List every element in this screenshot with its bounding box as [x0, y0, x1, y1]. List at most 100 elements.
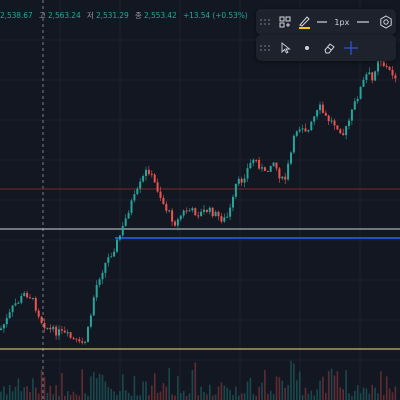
volume-bar	[238, 395, 240, 400]
volume-bar	[122, 374, 124, 400]
candle-body	[330, 120, 333, 122]
volume-bar	[348, 393, 350, 400]
volume-bar	[165, 386, 168, 400]
candle-body	[281, 176, 284, 179]
volume-bar	[127, 392, 130, 400]
crosshair-icon[interactable]	[340, 37, 362, 59]
volume-bar	[188, 393, 191, 400]
volume-bar	[64, 395, 66, 400]
dot-icon[interactable]	[296, 37, 318, 59]
volume-bar	[325, 392, 327, 400]
candle-body	[110, 256, 113, 258]
candle-body	[191, 208, 194, 211]
candle-body	[310, 121, 313, 131]
volume-bar	[287, 385, 289, 400]
candle-body	[0, 328, 2, 330]
volume-bar	[52, 394, 54, 400]
candle-body	[261, 167, 263, 169]
volume-bar	[174, 395, 176, 400]
more-options-icon[interactable]	[351, 11, 376, 33]
candle-body	[348, 120, 350, 127]
high-label: 고	[38, 11, 46, 20]
candle-body	[287, 163, 290, 180]
candle-body	[104, 262, 107, 273]
volume-bar	[177, 375, 179, 400]
candle-body	[69, 332, 72, 338]
drag-handle[interactable]	[260, 41, 272, 55]
drag-handle[interactable]	[260, 15, 271, 29]
candle-body	[263, 167, 266, 171]
candle-body	[295, 131, 298, 136]
volume-bar	[197, 395, 199, 400]
volume-bar	[66, 391, 69, 400]
candle-body	[255, 159, 258, 161]
volume-bar	[6, 394, 8, 400]
volume-bar	[290, 360, 292, 400]
candle-body	[113, 251, 116, 257]
volume-bar	[8, 385, 11, 400]
candle-body	[316, 110, 319, 117]
volume-bar	[107, 387, 110, 400]
open-value: 2,538.67	[0, 11, 33, 20]
candle-body	[37, 310, 40, 317]
volume-bar	[49, 385, 52, 400]
candle-body	[374, 71, 377, 81]
candle-body	[304, 128, 307, 132]
volume-bar	[240, 393, 243, 400]
volume-bar	[354, 390, 356, 400]
candle-body	[342, 133, 345, 136]
volume-bar	[377, 393, 379, 400]
line-style-icon[interactable]	[315, 11, 330, 33]
template-icon[interactable]	[275, 11, 294, 33]
candle-body	[43, 322, 46, 329]
volume-bar	[304, 387, 307, 400]
candle-body	[55, 326, 58, 336]
candle-body	[133, 194, 136, 201]
volume-bar	[206, 394, 208, 400]
candle-body	[246, 168, 249, 179]
candle-body	[168, 210, 171, 212]
cursor-icon[interactable]	[276, 37, 296, 59]
volume-bar	[69, 394, 72, 400]
volume-bar	[232, 394, 234, 400]
volume-bar	[72, 391, 75, 400]
candle-body	[240, 178, 243, 183]
volume-bar	[191, 370, 194, 400]
candle-body	[336, 125, 339, 130]
candle-body	[116, 239, 118, 252]
volume-bar	[316, 389, 318, 400]
volume-bar	[243, 393, 246, 400]
line-width-button[interactable]: 1px	[330, 11, 351, 33]
candle-body	[359, 86, 362, 99]
candle-body	[147, 169, 150, 174]
candle-body	[307, 130, 310, 132]
candle-body	[171, 210, 174, 222]
candle-body	[324, 112, 327, 116]
volume-bar	[32, 378, 34, 400]
candle-body	[350, 109, 353, 121]
pencil-icon[interactable]	[294, 11, 315, 33]
candle-body	[87, 326, 89, 342]
volume-bar	[388, 388, 391, 400]
candle-body	[78, 339, 81, 342]
candle-body	[142, 176, 145, 182]
eraser-icon[interactable]	[318, 37, 340, 59]
volume-bar	[333, 375, 336, 400]
drawing-toolbar: 1px	[256, 9, 396, 35]
candle-body	[52, 326, 55, 330]
volume-bar	[383, 395, 385, 400]
volume-bar	[156, 392, 159, 400]
candle-body	[208, 207, 211, 212]
candle-body	[156, 182, 159, 192]
volume-bar	[133, 376, 136, 400]
volume-bar	[113, 391, 115, 400]
candle-body	[284, 176, 287, 180]
volume-bar	[116, 395, 118, 400]
volume-bar	[391, 392, 394, 400]
settings-icon[interactable]	[375, 11, 396, 33]
candle-body	[234, 183, 237, 197]
candle-body	[394, 75, 397, 79]
volume-bar	[258, 386, 260, 400]
candle-body	[272, 162, 275, 166]
